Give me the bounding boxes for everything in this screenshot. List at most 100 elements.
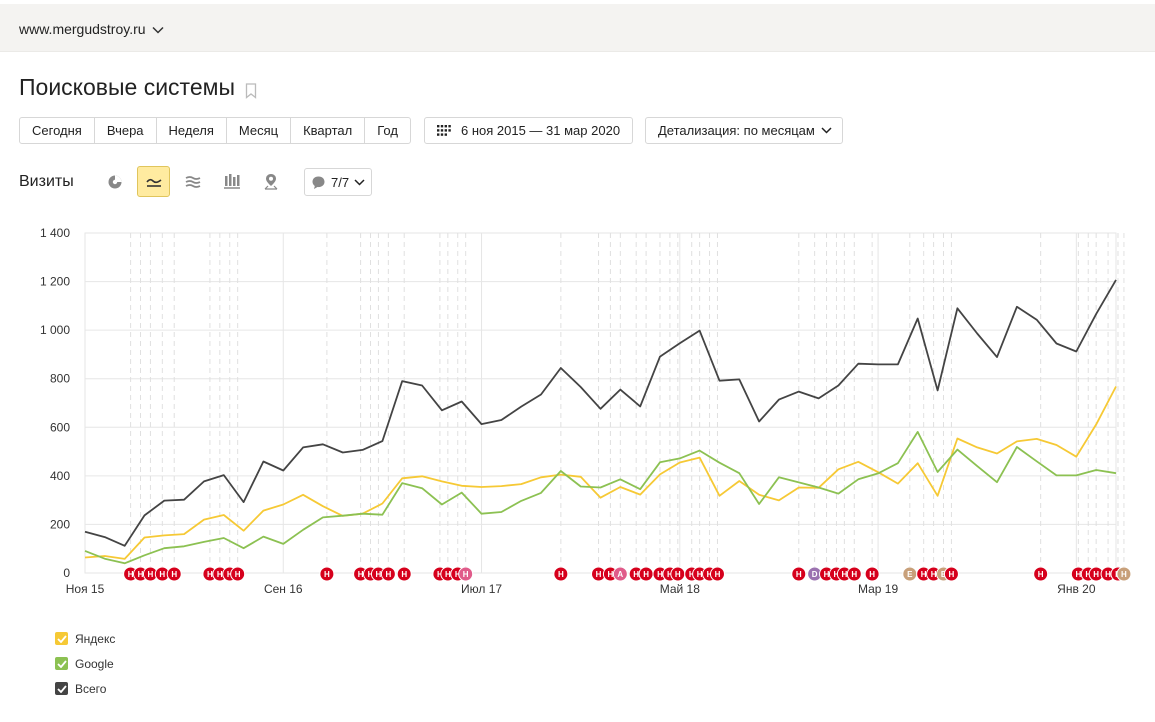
note-marker-label: Н [376, 570, 382, 579]
y-tick-label: 1 400 [40, 226, 70, 240]
note-marker-label: Н [851, 570, 857, 579]
note-marker [458, 566, 474, 582]
y-tick-label: 600 [50, 420, 70, 434]
note-marker-label: Н [1121, 570, 1127, 579]
note-marker-label: Н [949, 570, 955, 579]
bookmark-icon[interactable] [245, 82, 257, 99]
note-marker-label: Н [715, 570, 721, 579]
note-marker-label: Н [697, 570, 703, 579]
note-marker-label: Н [596, 570, 602, 579]
note-marker [943, 566, 959, 582]
y-tick-label: 400 [50, 469, 70, 483]
note-marker [612, 566, 628, 582]
metric-label: Визиты [19, 173, 74, 190]
bar-chart-button[interactable] [215, 166, 248, 197]
note-marker-label: Н [921, 570, 927, 579]
y-tick-label: 800 [50, 372, 70, 386]
notes-count: 7/7 [331, 174, 350, 190]
x-tick-label: Сен 16 [264, 582, 303, 596]
note-marker-label: Н [796, 570, 802, 579]
site-name: www.mergudstroy.ru [19, 21, 146, 37]
checkbox-total[interactable] [55, 682, 68, 695]
period-today-button[interactable]: Сегодня [20, 118, 95, 143]
note-marker-label: D [812, 570, 818, 579]
date-range-button[interactable]: 6 ноя 2015 — 31 мар 2020 [424, 117, 634, 144]
x-tick-label: Мар 19 [858, 582, 898, 596]
legend-item-google[interactable]: Google [55, 651, 115, 676]
note-marker-label: Н [608, 570, 614, 579]
period-year-button[interactable]: Год [365, 118, 410, 143]
note-marker-label: Н [437, 570, 443, 579]
note-marker-label: Н [633, 570, 639, 579]
period-buttons: Сегодня Вчера Неделя Месяц Квартал Год [19, 117, 411, 144]
note-marker [846, 566, 862, 582]
legend-label-google: Google [75, 656, 114, 671]
note-marker-label: Н [1038, 570, 1044, 579]
pie-chart-icon [108, 175, 121, 188]
page-title: Поисковые системы [19, 74, 235, 100]
note-marker [553, 566, 569, 582]
period-yesterday-button[interactable]: Вчера [94, 118, 157, 143]
period-week-button[interactable]: Неделя [156, 118, 227, 143]
note-marker [396, 566, 412, 582]
note-marker-label: Н [1105, 570, 1111, 579]
y-tick-label: 200 [50, 517, 70, 531]
date-range-label: 6 ноя 2015 — 31 мар 2020 [461, 123, 621, 138]
legend-label-yandex: Яндекс [75, 631, 116, 646]
calendar-icon [437, 125, 451, 136]
note-marker-label: Н [689, 570, 695, 579]
pie-chart-button[interactable] [98, 166, 131, 197]
legend-item-total[interactable]: Всего [55, 676, 115, 701]
map-pin-icon [264, 174, 277, 190]
google-series-line [84, 430, 1117, 565]
chevron-down-icon [821, 127, 832, 134]
check-icon [56, 634, 67, 643]
note-marker-label: Н [1085, 570, 1091, 579]
note-marker-label: Н [235, 570, 241, 579]
visits-line-chart: 0 200 400 600 800 1 000 1 200 1 400 Ноя 15 Сен 16… [40, 226, 1132, 596]
note-marker-label: Н [138, 570, 144, 579]
detail-select[interactable]: Детализация: по месяцам [645, 117, 843, 144]
note-marker-label: Н [324, 570, 330, 579]
detail-label: Детализация: по месяцам [658, 123, 815, 138]
note-marker [319, 566, 335, 582]
note-marker-label: Н [455, 570, 461, 579]
note-marker-label: Н [368, 570, 374, 579]
plot-frame [84, 232, 1117, 574]
site-selector[interactable]: www.mergudstroy.ru [19, 21, 164, 37]
note-marker-label: Н [657, 570, 663, 579]
area-chart-button[interactable] [176, 166, 209, 197]
note-marker-label: Н [675, 570, 681, 579]
page-title-row: Поисковые системы [19, 74, 257, 101]
note-marker [791, 566, 807, 582]
note-marker-label: Н [401, 570, 407, 579]
note-marker-label: Е [907, 570, 913, 579]
note-marker-label: Н [824, 570, 830, 579]
line-chart-button[interactable] [137, 166, 170, 197]
notes-filter-button[interactable]: 7/7 [304, 168, 372, 196]
note-marker-label: Н [385, 570, 391, 579]
checkbox-google[interactable] [55, 657, 68, 670]
check-icon [56, 684, 67, 693]
period-quarter-button[interactable]: Квартал [291, 118, 366, 143]
note-marker-label: Н [1093, 570, 1099, 579]
note-marker-label: Н [128, 570, 134, 579]
note-marker-label: Н [358, 570, 364, 579]
legend-item-yandex[interactable]: Яндекс [55, 626, 115, 651]
note-marker-label: Н [1075, 570, 1081, 579]
chart-legend: Яндекс Google Всего [55, 626, 115, 701]
line-chart-icon [145, 178, 161, 187]
map-button[interactable] [254, 166, 287, 197]
note-marker-label: Н [841, 570, 847, 579]
x-tick-label: Июл 17 [461, 582, 502, 596]
period-month-button[interactable]: Месяц [226, 118, 292, 143]
checkbox-yandex[interactable] [55, 632, 68, 645]
note-marker-label: Н [834, 570, 840, 579]
note-marker-label: Н [217, 570, 223, 579]
note-marker [709, 566, 725, 582]
note-marker-label: Н [171, 570, 177, 579]
area-chart-icon [185, 175, 200, 188]
x-tick-label: Май 18 [660, 582, 701, 596]
note-marker [1033, 566, 1049, 582]
note-marker-label: Н [159, 570, 165, 579]
